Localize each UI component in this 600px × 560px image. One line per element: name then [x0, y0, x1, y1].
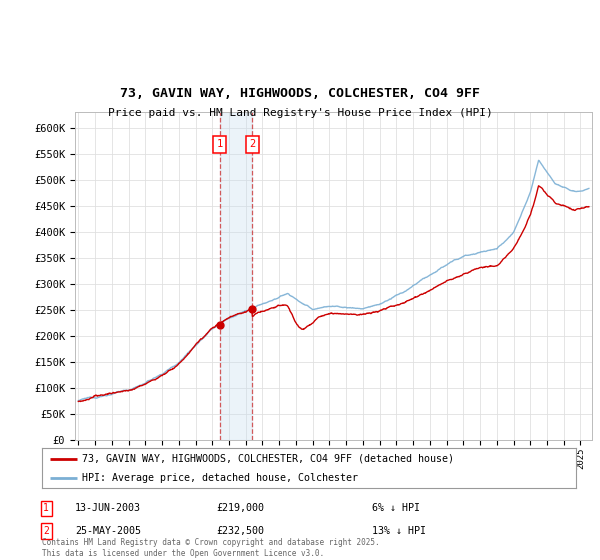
Text: £232,500: £232,500: [216, 526, 264, 536]
Text: Price paid vs. HM Land Registry's House Price Index (HPI): Price paid vs. HM Land Registry's House …: [107, 108, 493, 118]
Text: 2: 2: [249, 139, 255, 150]
Text: 6% ↓ HPI: 6% ↓ HPI: [372, 503, 420, 514]
Text: 25-MAY-2005: 25-MAY-2005: [75, 526, 141, 536]
Text: 13-JUN-2003: 13-JUN-2003: [75, 503, 141, 514]
Text: 73, GAVIN WAY, HIGHWOODS, COLCHESTER, CO4 9FF: 73, GAVIN WAY, HIGHWOODS, COLCHESTER, CO…: [120, 87, 480, 100]
Text: Contains HM Land Registry data © Crown copyright and database right 2025.
This d: Contains HM Land Registry data © Crown c…: [42, 538, 380, 558]
Bar: [220, 112, 252, 440]
Text: 73, GAVIN WAY, HIGHWOODS, COLCHESTER, CO4 9FF (detached house): 73, GAVIN WAY, HIGHWOODS, COLCHESTER, CO…: [82, 454, 454, 464]
Text: 1: 1: [43, 503, 49, 514]
Text: 2: 2: [43, 526, 49, 536]
Text: 1: 1: [217, 139, 223, 150]
Text: 13% ↓ HPI: 13% ↓ HPI: [372, 526, 426, 536]
Text: HPI: Average price, detached house, Colchester: HPI: Average price, detached house, Colc…: [82, 473, 358, 483]
Text: £219,000: £219,000: [216, 503, 264, 514]
